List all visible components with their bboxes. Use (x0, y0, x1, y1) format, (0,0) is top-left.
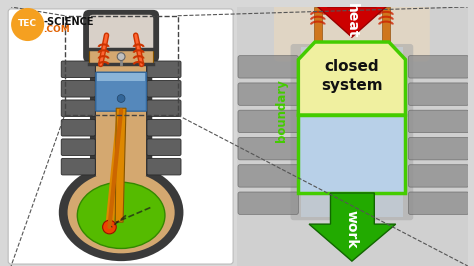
FancyBboxPatch shape (238, 192, 298, 214)
FancyBboxPatch shape (61, 61, 95, 78)
FancyBboxPatch shape (8, 9, 233, 264)
Bar (301, 47, 402, 217)
Polygon shape (308, 0, 396, 37)
Bar (237, 7, 468, 266)
FancyBboxPatch shape (147, 81, 181, 97)
FancyBboxPatch shape (90, 50, 152, 180)
FancyBboxPatch shape (409, 110, 469, 132)
Bar (96, 54, 146, 176)
Circle shape (117, 95, 125, 102)
FancyBboxPatch shape (96, 72, 146, 111)
Circle shape (11, 8, 44, 41)
Text: closed
system: closed system (321, 59, 383, 93)
Bar (382, 7, 390, 42)
Text: .COM: .COM (43, 25, 70, 34)
FancyBboxPatch shape (147, 61, 181, 78)
FancyBboxPatch shape (409, 192, 469, 214)
Ellipse shape (77, 182, 165, 248)
FancyBboxPatch shape (291, 44, 413, 220)
Circle shape (102, 220, 116, 234)
FancyBboxPatch shape (238, 83, 298, 105)
FancyBboxPatch shape (61, 100, 95, 117)
FancyBboxPatch shape (409, 56, 469, 78)
Bar (314, 7, 322, 42)
FancyBboxPatch shape (238, 165, 298, 187)
Circle shape (117, 53, 125, 61)
Ellipse shape (59, 164, 183, 261)
FancyBboxPatch shape (61, 139, 95, 155)
Text: -SCIENCE: -SCIENCE (43, 16, 94, 27)
FancyBboxPatch shape (238, 138, 298, 160)
FancyBboxPatch shape (238, 110, 298, 132)
FancyBboxPatch shape (147, 158, 181, 175)
FancyBboxPatch shape (409, 165, 469, 187)
FancyBboxPatch shape (274, 2, 430, 61)
FancyBboxPatch shape (147, 139, 181, 155)
FancyBboxPatch shape (147, 119, 181, 136)
FancyBboxPatch shape (409, 138, 469, 160)
FancyBboxPatch shape (61, 158, 95, 175)
FancyBboxPatch shape (83, 10, 159, 63)
Bar (89, 49, 153, 64)
Text: heat: heat (345, 3, 359, 38)
Ellipse shape (68, 172, 175, 253)
Bar (97, 73, 146, 81)
FancyBboxPatch shape (89, 15, 153, 58)
FancyBboxPatch shape (61, 119, 95, 136)
FancyBboxPatch shape (61, 81, 95, 97)
Text: TEC: TEC (18, 19, 37, 28)
Text: work: work (345, 210, 359, 248)
Polygon shape (298, 115, 405, 193)
Text: boundary: boundary (275, 79, 288, 142)
FancyBboxPatch shape (147, 100, 181, 117)
Polygon shape (298, 42, 405, 115)
Polygon shape (309, 193, 396, 261)
FancyBboxPatch shape (238, 56, 298, 78)
FancyBboxPatch shape (409, 83, 469, 105)
Polygon shape (115, 108, 126, 222)
